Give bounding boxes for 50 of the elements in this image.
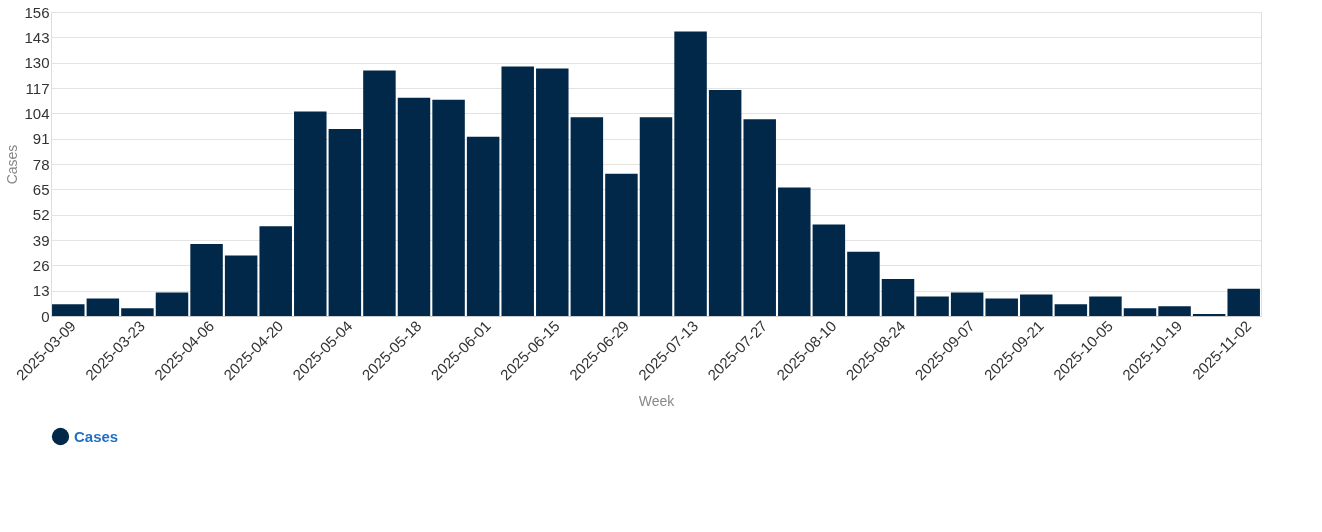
y-tick-label: 130: [24, 54, 50, 72]
y-tick-label: 143: [24, 28, 50, 46]
bar: [52, 304, 85, 316]
x-axis-title: Week: [638, 393, 676, 410]
bar: [259, 226, 292, 316]
bar: [1020, 294, 1053, 316]
bar: [294, 111, 327, 316]
y-tick-label: 0: [41, 307, 50, 325]
y-tick-label: 156: [24, 3, 50, 21]
bar: [847, 251, 880, 316]
bar: [1123, 308, 1157, 316]
bar: [743, 119, 776, 316]
bar: [985, 298, 1018, 316]
bar: [778, 187, 811, 316]
bar: [1158, 306, 1191, 316]
y-tick-label: 91: [32, 130, 50, 148]
bar: [363, 70, 396, 316]
bar: [639, 117, 673, 316]
bar: [155, 292, 189, 316]
bar: [190, 243, 223, 316]
bar: [1227, 288, 1260, 316]
bar: [605, 173, 638, 316]
y-tick-label: 52: [32, 206, 50, 224]
bar: [466, 136, 500, 316]
bar: [224, 255, 258, 316]
bar: [708, 89, 742, 316]
bar: [916, 296, 949, 316]
bar: [1054, 304, 1088, 316]
y-tick-label: 117: [25, 79, 50, 97]
y-tick-label: 65: [32, 180, 50, 198]
bar: [570, 117, 604, 316]
bar: [328, 128, 362, 316]
legend-label: Cases: [74, 427, 119, 445]
bar: [501, 66, 534, 316]
bar: [397, 97, 431, 316]
bar: [121, 308, 154, 316]
bar: [674, 31, 707, 316]
y-axis-title: Cases: [4, 144, 21, 185]
y-tick-label: 104: [24, 104, 50, 122]
y-tick-label: 78: [32, 155, 50, 173]
bar: [1089, 296, 1122, 316]
bar: [86, 298, 120, 316]
bar: [881, 278, 915, 316]
bar: [432, 99, 465, 316]
y-tick-label: 13: [32, 282, 50, 300]
bar: [812, 224, 846, 316]
bar: [950, 292, 984, 316]
bar: [536, 68, 569, 316]
y-tick-label: 39: [32, 231, 50, 249]
y-tick-label: 26: [32, 256, 50, 274]
